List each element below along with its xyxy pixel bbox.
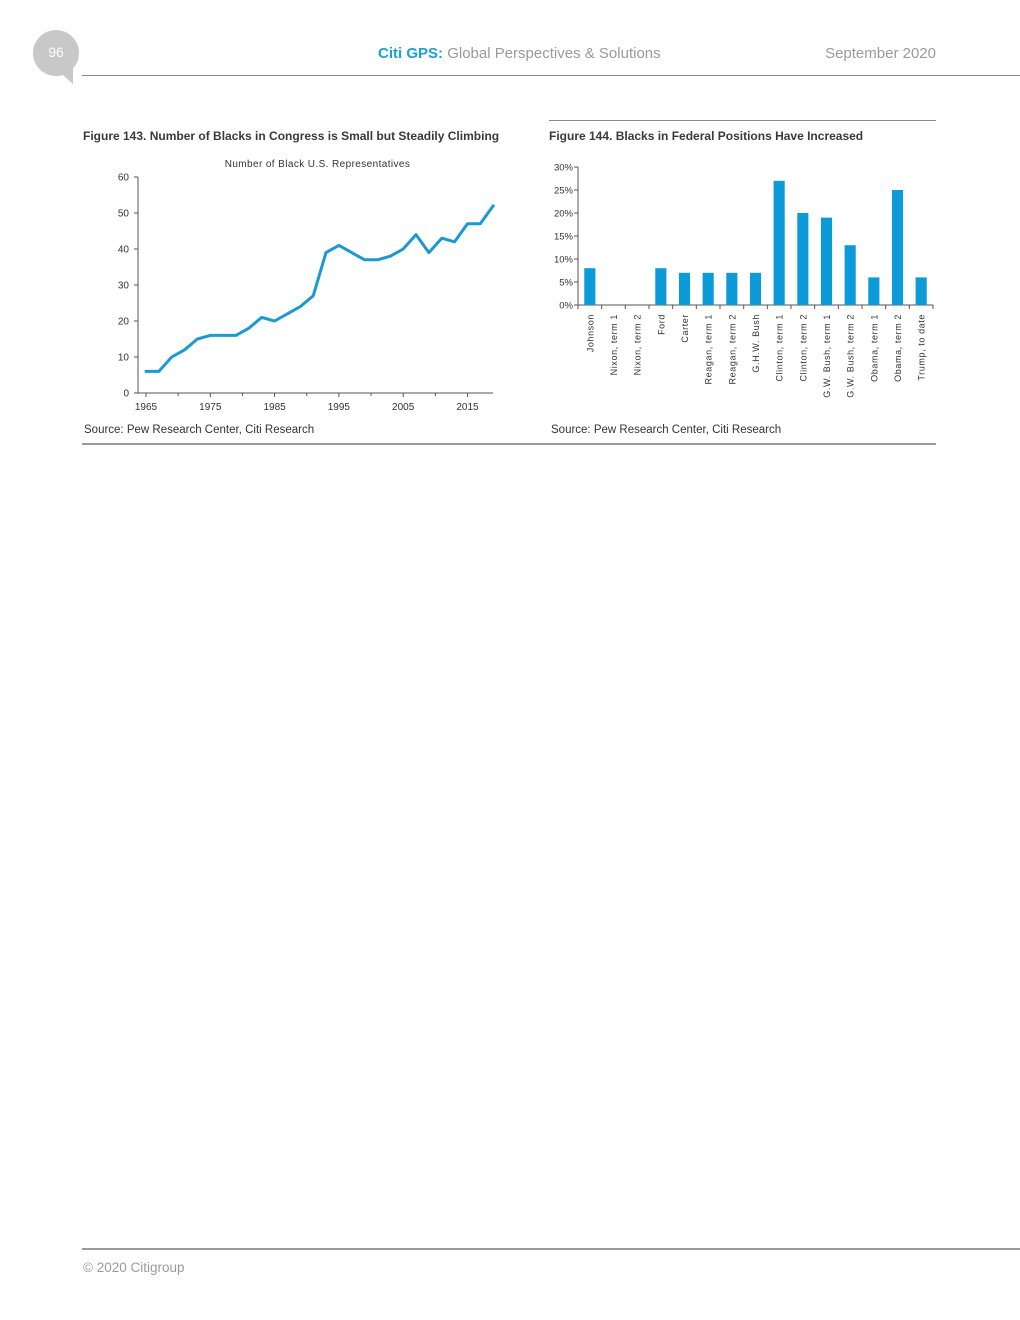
- bar-chart: 0% 5% 10% 15% 20% 25% 30% Johnson Nixon, term 1 N…: [554, 163, 934, 398]
- bar-chart-bar: [584, 268, 596, 305]
- bar-chart-y-tick-label: 20%: [554, 209, 574, 220]
- line-chart-y-tick-label: 50: [118, 209, 130, 220]
- figure-144-source: Source: Pew Research Center, Citi Resear…: [551, 424, 782, 436]
- bar-chart-bar: [844, 245, 856, 305]
- line-chart-data-point: [389, 255, 392, 258]
- line-chart-data-point: [196, 337, 199, 341]
- line-chart-data-point: [157, 370, 161, 373]
- bar-chart-category-label: G.W. Bush, term 1: [822, 314, 832, 398]
- line-chart-y-tick-label: 30: [118, 281, 130, 292]
- line-chart-data-point: [247, 327, 251, 330]
- line-chart-data-point: [234, 334, 238, 337]
- line-chart-data-point: [221, 334, 225, 337]
- line-chart-y-tick-label: 0: [123, 389, 129, 400]
- report-header-title: Citi GPS: Global Perspectives & Solution…: [378, 45, 661, 62]
- header-divider: [82, 75, 1020, 76]
- bar-chart-y-tick-label: 5%: [559, 278, 573, 289]
- line-chart-x-tick-label: 2005: [392, 402, 415, 413]
- bar-chart-category-label: G.W. Bush, term 2: [846, 314, 856, 398]
- line-chart-data-point: [183, 348, 186, 351]
- line-chart-data-point: [350, 251, 353, 254]
- line-chart-x-tick-label: 1975: [199, 402, 222, 413]
- line-chart-data-point: [401, 247, 405, 251]
- line-chart-x-tick-label: 1985: [263, 402, 286, 413]
- page-number: 96: [48, 44, 64, 60]
- line-chart-y-tick-label: 20: [118, 317, 130, 328]
- bar-chart-category-label: Carter: [680, 314, 690, 343]
- bar-chart-bar: [726, 272, 738, 305]
- line-chart-series-line: [144, 204, 495, 373]
- bar-chart-category-label: Ford: [656, 314, 666, 335]
- line-chart-data-point: [324, 251, 328, 254]
- bar-chart-y-tick-label: 10%: [554, 255, 574, 266]
- bar-chart-bar: [749, 272, 762, 305]
- line-chart-data-point: [491, 204, 495, 207]
- bar-chart-bar: [820, 217, 833, 305]
- bar-chart-category-label: G.H.W. Bush: [751, 314, 761, 373]
- line-chart-data-point: [144, 370, 148, 373]
- bar-chart-bar: [655, 268, 667, 305]
- bar-chart-bar: [891, 190, 904, 305]
- bar-chart-y-tick-label: 15%: [554, 232, 574, 243]
- bar-chart-category-label: Reagan, term 1: [704, 314, 714, 384]
- figure-bottom-divider: [82, 443, 936, 445]
- line-chart-y-tick-label: 10: [118, 353, 130, 364]
- bar-chart-y-tick-label: 25%: [554, 186, 574, 197]
- bar-chart-y-tick-label: 30%: [554, 163, 574, 174]
- figure-143-source: Source: Pew Research Center, Citi Resear…: [84, 424, 315, 436]
- bar-chart-bar: [702, 272, 714, 305]
- line-chart-data-point: [299, 305, 302, 308]
- line-chart-data-point: [414, 233, 418, 236]
- bar-chart-category-label: Johnson: [585, 314, 595, 352]
- line-chart-data-point: [479, 222, 482, 225]
- figure-144-title: Figure 144. Blacks in Federal Positions …: [549, 129, 864, 143]
- bar-chart-bar: [868, 277, 880, 305]
- line-chart-data-point: [453, 240, 456, 243]
- bar-chart-bar: [678, 272, 691, 305]
- bar-chart-bar: [773, 180, 785, 305]
- line-chart: Number of Black U.S. Representatives 0 10 2…: [118, 159, 495, 413]
- line-chart-data-point: [466, 222, 469, 225]
- line-chart-data-point: [286, 312, 289, 315]
- footer-copyright: © 2020 Citigroup: [83, 1260, 185, 1275]
- brand-name: Citi GPS:: [378, 45, 444, 62]
- figure-143-title: Figure 143. Number of Blacks in Congress…: [83, 129, 500, 143]
- line-chart-y-tick-label: 40: [118, 245, 130, 256]
- bar-chart-category-label: Obama, term 2: [893, 314, 903, 382]
- line-chart-y-tick-label: 60: [118, 173, 130, 184]
- bar-chart-bar: [915, 277, 927, 305]
- line-chart-x-tick-label: 1965: [135, 402, 158, 413]
- bar-chart-y-tick-label: 0%: [559, 301, 573, 312]
- page-badge-tail-icon: [55, 68, 73, 84]
- line-chart-data-point: [311, 294, 315, 297]
- line-chart-data-point: [260, 316, 263, 319]
- bar-chart-category-label: Nixon, term 2: [633, 314, 643, 375]
- figure-top-divider: [549, 120, 936, 121]
- brand-subtitle: Global Perspectives & Solutions: [447, 45, 661, 62]
- bar-chart-bar: [797, 213, 809, 305]
- bar-chart-category-label: Trump, to date: [917, 314, 927, 381]
- line-chart-data-point: [337, 244, 341, 247]
- line-chart-data-point: [427, 251, 431, 254]
- footer-divider: [82, 1248, 1020, 1250]
- bar-chart-category-label: Obama, term 1: [869, 314, 879, 382]
- line-chart-data-point: [170, 355, 173, 359]
- bar-chart-category-label: Reagan, term 2: [727, 314, 737, 384]
- line-chart-title: Number of Black U.S. Representatives: [225, 159, 411, 170]
- line-chart-data-point: [440, 237, 443, 240]
- line-chart-data-point: [376, 258, 379, 261]
- line-chart-x-tick-label: 1995: [328, 402, 351, 413]
- line-chart-data-point: [363, 258, 366, 261]
- bar-chart-category-label: Clinton, term 1: [775, 314, 785, 382]
- line-chart-x-tick-label: 2015: [456, 402, 479, 413]
- line-chart-data-point: [209, 334, 212, 337]
- report-date: September 2020: [825, 45, 936, 62]
- line-chart-data-point: [273, 319, 276, 323]
- bar-chart-category-label: Clinton, term 2: [798, 314, 808, 382]
- bar-chart-category-label: Nixon, term 1: [609, 314, 619, 375]
